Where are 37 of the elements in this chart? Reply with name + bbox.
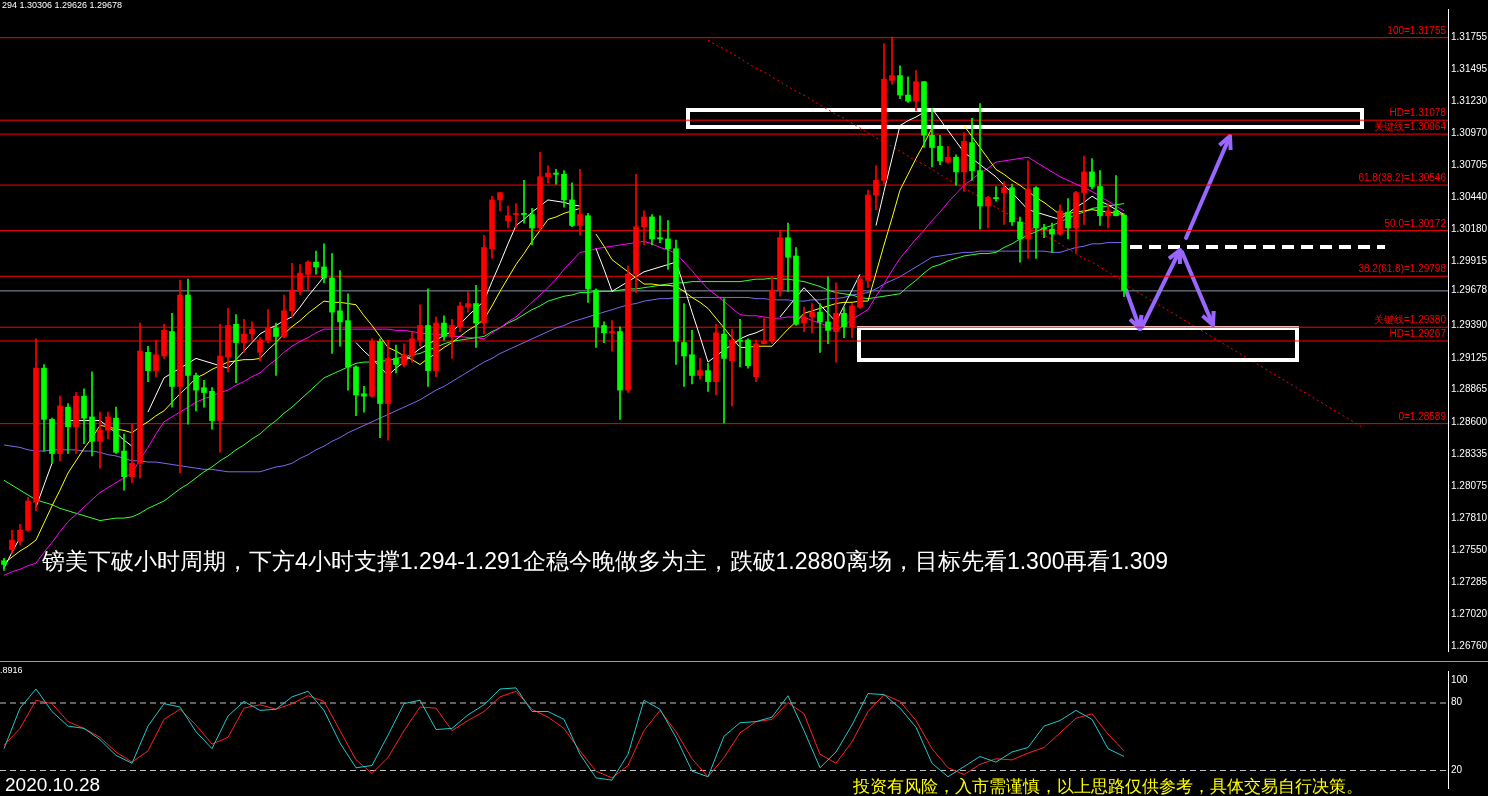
y-tick-label: 1.29678: [1451, 284, 1488, 296]
y-tick-label: 1.29915: [1451, 255, 1488, 267]
annotation: 294 1.30306 1.29626 1.29678: [2, 0, 123, 11]
ref-line-label: HD=1.31078: [1389, 107, 1447, 119]
y-tick-label: 1.26760: [1451, 639, 1488, 651]
y-tick-label: 20: [1451, 763, 1463, 775]
y-tick-label: 1.27810: [1451, 511, 1488, 523]
annotation: 镑美下破小时周期，下方4小时支撑1.294-1.291企稳今晚做多为主，跌破1.2880离场，目标先看1.300再看1.309: [42, 548, 1169, 575]
y-tick-label: 1.29390: [1451, 319, 1488, 331]
y-tick-label: 1.30180: [1451, 222, 1488, 234]
y-tick-label: 80: [1451, 696, 1463, 708]
annotation: 2020.10.28: [5, 774, 101, 796]
y-tick-label: 1.28075: [1451, 479, 1488, 491]
ref-line-label: 关键线=1.29380: [1374, 314, 1447, 326]
y-tick-label: 1.31755: [1451, 30, 1488, 42]
ref-line-label: 100=1.31755: [1387, 24, 1447, 36]
y-tick-label: 1.27020: [1451, 608, 1488, 620]
y-tick-label: 1.28335: [1451, 447, 1488, 459]
y-tick-label: 100: [1451, 673, 1469, 685]
y-tick-label: 1.29125: [1451, 351, 1488, 363]
ref-line-label: 50.0=1.30172: [1384, 217, 1447, 229]
y-tick-label: 1.30970: [1451, 126, 1488, 138]
ref-line-label: 关键线=1.30964: [1374, 121, 1447, 133]
y-tick-label: 1.28600: [1451, 415, 1488, 427]
y-tick-label: 1.30705: [1451, 158, 1488, 170]
ref-line-label: 0=1.28589: [1398, 410, 1447, 422]
y-tick-label: 1.27285: [1451, 575, 1488, 587]
annotation: 投资有风险，入市需谨慎，以上思路仅供参考，具体交易自行决策。: [853, 777, 1363, 796]
y-tick-label: 1.30440: [1451, 191, 1488, 203]
ref-line-label: 38.2(61.8)=1.29798: [1358, 263, 1447, 275]
y-tick-label: 1.31230: [1451, 94, 1488, 106]
ref-line-label: 61.8(38.2)=1.30546: [1358, 172, 1447, 184]
y-tick-label: 1.31495: [1451, 62, 1488, 74]
y-tick-label: 1.27550: [1451, 543, 1488, 555]
ref-line-label: HD=1.29267: [1389, 328, 1447, 340]
annotation: .8916: [0, 665, 23, 676]
y-tick-label: 1.28865: [1451, 383, 1488, 395]
